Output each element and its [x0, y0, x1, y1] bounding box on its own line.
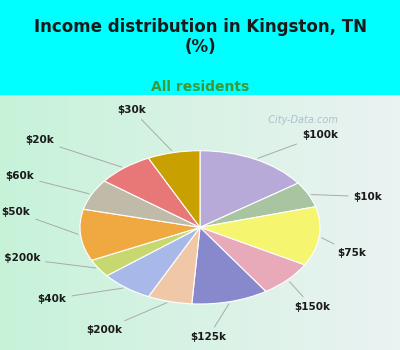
Wedge shape — [148, 151, 200, 228]
Text: $50k: $50k — [2, 207, 78, 234]
Wedge shape — [104, 158, 200, 228]
Text: City-Data.com: City-Data.com — [262, 115, 338, 125]
Text: > $200k: > $200k — [0, 253, 96, 268]
Text: $10k: $10k — [311, 192, 382, 202]
Text: $75k: $75k — [322, 238, 366, 258]
Wedge shape — [200, 151, 298, 228]
Text: $200k: $200k — [86, 303, 167, 335]
Text: $30k: $30k — [118, 105, 172, 150]
Wedge shape — [192, 228, 266, 304]
Wedge shape — [148, 228, 200, 304]
Text: $100k: $100k — [258, 131, 338, 158]
Wedge shape — [92, 228, 200, 276]
Text: $40k: $40k — [38, 288, 123, 304]
Wedge shape — [107, 228, 200, 296]
Text: All residents: All residents — [151, 80, 249, 94]
Text: $60k: $60k — [6, 171, 89, 194]
Text: $150k: $150k — [290, 282, 330, 312]
Wedge shape — [200, 207, 320, 265]
Wedge shape — [200, 228, 304, 292]
Wedge shape — [200, 183, 316, 228]
Text: $20k: $20k — [26, 135, 122, 167]
Text: Income distribution in Kingston, TN
(%): Income distribution in Kingston, TN (%) — [34, 18, 366, 56]
Wedge shape — [84, 181, 200, 228]
Text: $125k: $125k — [190, 304, 229, 342]
Wedge shape — [80, 209, 200, 260]
